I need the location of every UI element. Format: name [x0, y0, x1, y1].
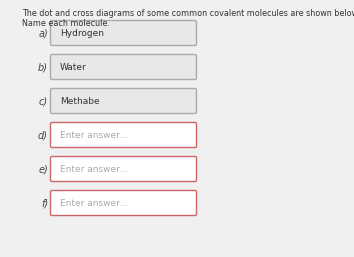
Text: f): f): [41, 198, 48, 208]
FancyBboxPatch shape: [51, 190, 196, 216]
Text: Water: Water: [60, 62, 87, 71]
FancyBboxPatch shape: [51, 21, 196, 45]
Text: a): a): [38, 28, 48, 38]
Text: Enter answer...: Enter answer...: [60, 131, 128, 140]
FancyBboxPatch shape: [51, 157, 196, 181]
FancyBboxPatch shape: [51, 88, 196, 114]
Text: Hydrogen: Hydrogen: [60, 29, 104, 38]
FancyBboxPatch shape: [51, 54, 196, 79]
Text: Enter answer...: Enter answer...: [60, 164, 128, 173]
Text: Enter answer...: Enter answer...: [60, 198, 128, 207]
Text: Methabe: Methabe: [60, 96, 99, 106]
Text: The dot and cross diagrams of some common covalent molecules are shown below.: The dot and cross diagrams of some commo…: [22, 9, 354, 18]
Text: b): b): [38, 62, 48, 72]
FancyBboxPatch shape: [51, 123, 196, 148]
Text: c): c): [39, 96, 48, 106]
Text: Name each molecule.: Name each molecule.: [22, 19, 110, 28]
Text: d): d): [38, 130, 48, 140]
Text: e): e): [38, 164, 48, 174]
